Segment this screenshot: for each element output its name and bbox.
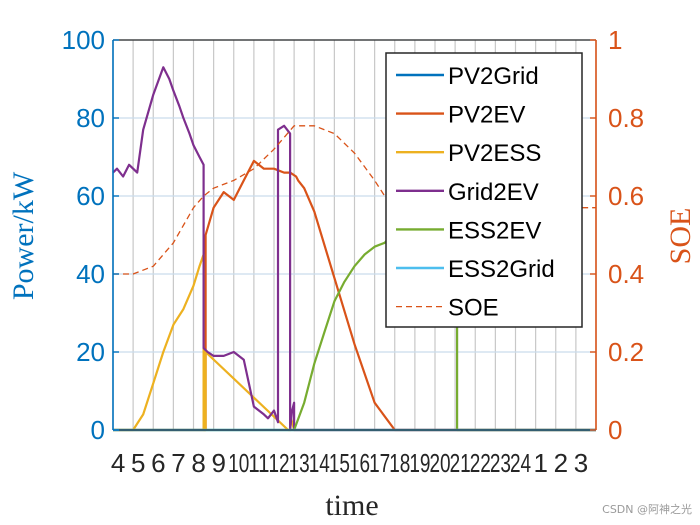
x-tick-label: 18 — [389, 448, 410, 478]
x-tick-label: 21 — [450, 448, 471, 478]
x-tick-label: 11 — [248, 448, 269, 478]
y-left-tick-label: 60 — [76, 181, 105, 211]
legend: PV2Grid PV2EV PV2ESS Grid2EV ESS2EV ESS2Grid S… — [385, 52, 583, 328]
x-tick-label: 22 — [470, 448, 491, 478]
series-line-pv2ev — [113, 159, 596, 432]
y-left-tick-label: 40 — [76, 259, 105, 289]
x-tick-label: 10 — [228, 448, 249, 478]
legend-label-pv2grid: PV2Grid — [448, 63, 539, 90]
y-left-tick-label: 20 — [76, 337, 105, 367]
x-tick-label: 8 — [191, 448, 205, 478]
series-line-grid2ev — [112, 66, 596, 432]
x-tick-label: 24 — [510, 448, 531, 478]
legend-label-pv2ev: PV2EV — [448, 102, 525, 129]
x-tick-label: 6 — [151, 448, 165, 478]
legend-label-grid2ev: Grid2EV — [448, 179, 539, 206]
x-tick-label: 4 — [111, 448, 125, 478]
x-tick-label: 7 — [171, 448, 185, 478]
x-tick-label: 20 — [429, 448, 450, 478]
x-tick-label: 16 — [349, 448, 370, 478]
y-axis-left-label: Power/kW — [7, 171, 40, 300]
y-left-tick-label: 0 — [91, 415, 105, 445]
x-tick-label: 17 — [369, 448, 390, 478]
y-axis-right-label: SOE — [664, 208, 697, 265]
y-right-tick-label: 0.8 — [608, 103, 644, 133]
x-tick-label: 1 — [533, 448, 547, 478]
watermark: CSDN @阿神之光 — [602, 502, 692, 516]
x-tick-label: 13 — [289, 448, 310, 478]
series-line-soe — [113, 125, 596, 275]
legend-label-pv2ess: PV2ESS — [448, 140, 541, 167]
legend-label-ess2ev: ESS2EV — [448, 217, 541, 244]
x-tick-label: 5 — [131, 448, 145, 478]
x-tick-label: 2 — [554, 448, 568, 478]
y-left-tick-label: 100 — [62, 25, 105, 55]
legend-label-soe: SOE — [448, 295, 499, 322]
x-tick-label: 14 — [309, 448, 330, 478]
x-tick-label: 15 — [329, 448, 350, 478]
x-tick-label: 23 — [490, 448, 511, 478]
y-right-tick-label: 1 — [608, 25, 622, 55]
y-right-tick-label: 0 — [608, 415, 622, 445]
y-right-tick-label: 0.6 — [608, 181, 644, 211]
x-tick-label: 19 — [409, 448, 430, 478]
y-left-tick-label: 80 — [76, 103, 105, 133]
y-right-tick-label: 0.4 — [608, 259, 644, 289]
legend-label-ess2grid: ESS2Grid — [448, 256, 555, 283]
x-tick-label: 12 — [268, 448, 289, 478]
x-tick-label: 3 — [574, 448, 588, 478]
x-axis-label: time — [325, 489, 378, 522]
x-tick-label: 9 — [211, 448, 225, 478]
y-right-tick-label: 0.2 — [608, 337, 644, 367]
